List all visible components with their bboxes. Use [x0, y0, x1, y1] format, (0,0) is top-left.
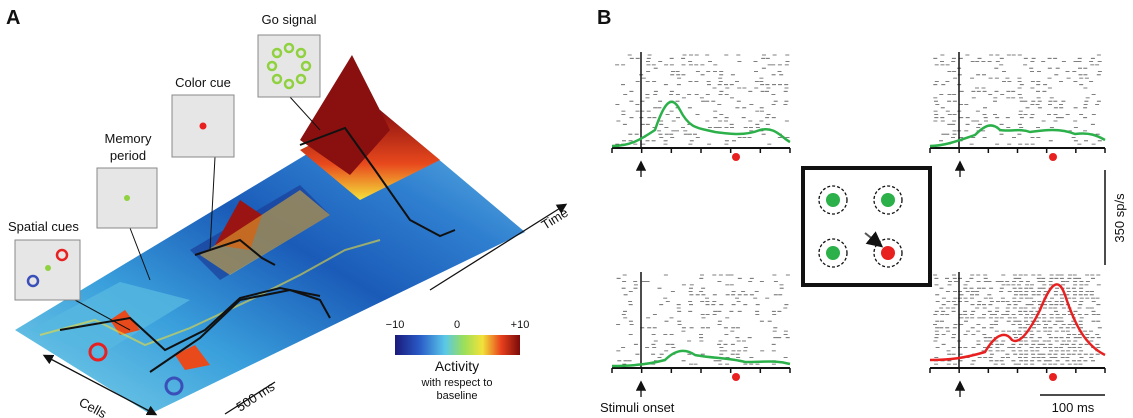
cells-arrow: [99, 384, 158, 416]
inset-go: Go signal: [257, 12, 321, 131]
rate-curve: [611, 349, 791, 368]
axis-label: Time: [539, 205, 571, 233]
inset-label: Spatial cues: [8, 219, 79, 234]
target-layout: [801, 166, 932, 287]
time-arrow: [429, 203, 568, 291]
colorbar-subtitle: baseline: [437, 390, 478, 402]
spike-raster: [616, 274, 790, 365]
rate-curve: [929, 283, 1106, 362]
axis-label: Cells: [77, 394, 110, 418]
inset-color: Color cue: [171, 75, 235, 251]
rate-curve: [929, 124, 1106, 148]
onset-arrows: [635, 160, 966, 397]
scale-label: 500 ms: [233, 378, 277, 414]
colorbar-title: Activity: [435, 358, 479, 374]
panel-label: B: [597, 7, 611, 29]
colorbar-tick: −10: [386, 319, 405, 331]
scale-label: 100 ms: [1052, 400, 1095, 415]
colorbar-tick: 0: [454, 319, 460, 331]
colorbar-subtitle: with respect to: [421, 377, 493, 389]
target-markers: [732, 153, 1057, 381]
inset-spatial: Spatial cues: [8, 219, 131, 331]
surface: [15, 55, 525, 414]
panel-label: A: [6, 7, 20, 29]
scale-bar: [224, 381, 276, 415]
inset-label: Memory: [105, 131, 152, 146]
spike-raster: [933, 274, 1102, 365]
colorbar: [395, 335, 520, 355]
rasters: [611, 52, 1106, 373]
scale-label: 350 sp/s: [1112, 193, 1127, 243]
colorbar-tick: +10: [511, 319, 530, 331]
onset-label: Stimuli onset: [600, 400, 675, 415]
inset-label: Color cue: [175, 75, 231, 90]
inset-label: period: [110, 148, 146, 163]
rate-curve: [611, 100, 791, 148]
inset-label: Go signal: [262, 12, 317, 27]
cells-arrow: [42, 354, 101, 386]
inset-memory: Memory period: [96, 131, 158, 281]
spike-raster: [933, 54, 1102, 145]
